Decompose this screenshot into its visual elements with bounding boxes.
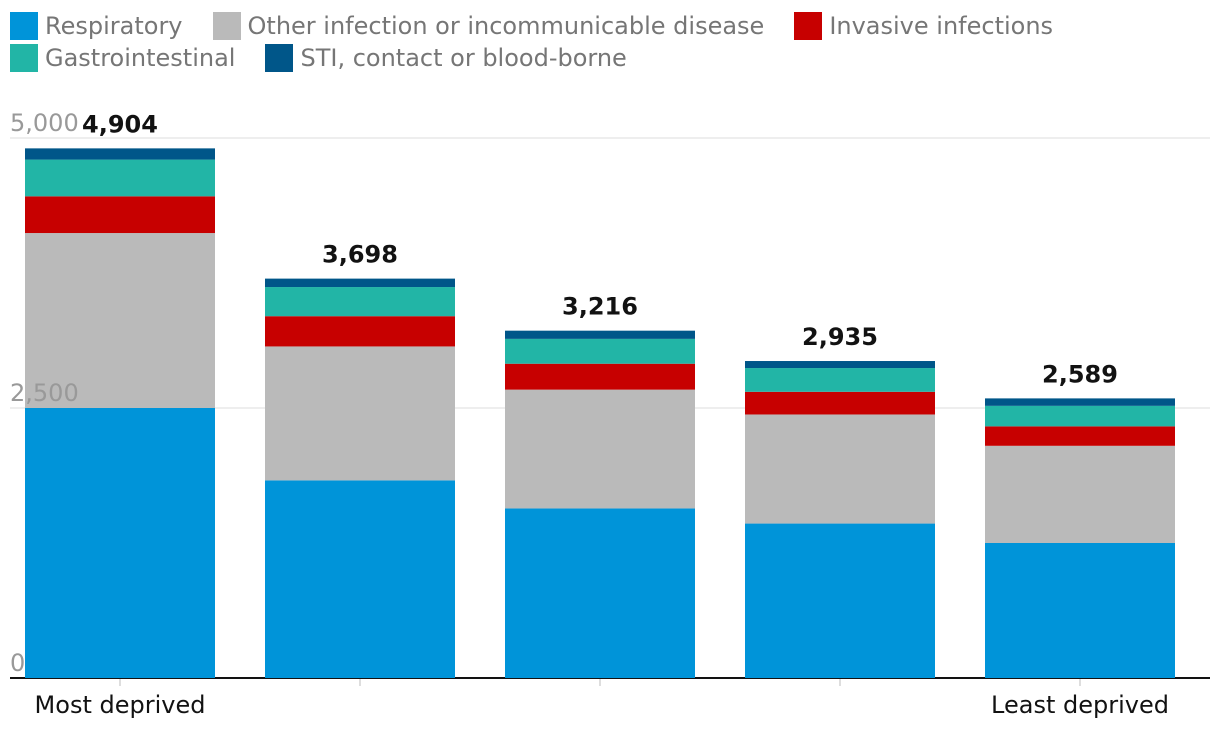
bar-5-segment-1 [985,543,1175,678]
bar-4-segment-5 [745,361,935,369]
legend-swatch-gastrointestinal [10,44,38,72]
legend: Respiratory Other infection or incommuni… [10,10,1210,74]
legend-label-sti: STI, contact or blood-borne [300,44,627,72]
bar-1-segment-4 [25,159,215,197]
bar-1-segment-3 [25,196,215,234]
legend-label-respiratory: Respiratory [45,12,183,40]
y-tick-label-2: 5,000 [10,109,79,137]
bar-2-segment-5 [265,278,455,288]
legend-label-gastrointestinal: Gastrointestinal [45,44,236,72]
legend-row-1: Respiratory Other infection or incommuni… [10,10,1210,42]
y-tick-label-0: 0 [10,649,25,677]
bar-1-segment-2 [25,233,215,408]
bar-total-label-5: 2,589 [1042,360,1118,388]
legend-item-respiratory: Respiratory [10,12,183,40]
bar-5-segment-2 [985,445,1175,543]
legend-swatch-other [212,12,241,40]
bar-4-segment-3 [745,391,935,415]
legend-item-gastrointestinal: Gastrointestinal [10,44,235,72]
bar-1-segment-1 [25,408,215,678]
legend-swatch-respiratory [10,12,38,40]
x-category-label-1: Most deprived [35,691,206,719]
bar-2-segment-1 [265,480,455,678]
bar-3-segment-4 [505,338,695,364]
bar-3-segment-5 [505,330,695,339]
legend-item-invasive: Invasive infections [794,12,1053,40]
legend-label-invasive: Invasive infections [829,12,1054,40]
bar-total-label-4: 2,935 [802,323,878,351]
bar-3-segment-2 [505,389,695,509]
bar-2-segment-4 [265,287,455,317]
bar-total-label-3: 3,216 [562,293,638,321]
legend-row-2: Gastrointestinal STI, contact or blood-b… [10,42,1210,74]
legend-item-sti: STI, contact or blood-borne [265,44,627,72]
bar-stacks [25,148,1175,678]
bar-5-segment-4 [985,405,1175,427]
legend-swatch-sti [265,44,294,72]
bar-4-segment-4 [745,368,935,392]
bar-3-segment-1 [505,508,695,678]
x-category-label-5: Least deprived [991,691,1169,719]
chart-labels: 0 2,500 5,000 4,904 Most deprived 3,698 3,216 2… [10,109,1169,719]
bar-4-segment-2 [745,414,935,524]
bar-2-segment-2 [265,346,455,481]
bar-2-segment-3 [265,316,455,347]
y-tick-label-1: 2,500 [10,379,79,407]
legend-swatch-invasive [794,12,823,40]
legend-item-other: Other infection or incommunicable diseas… [212,12,765,40]
legend-label-other: Other infection or incommunicable diseas… [247,12,765,40]
bar-5-segment-5 [985,398,1175,406]
bar-total-label-1: 4,904 [82,110,158,138]
bar-3-segment-3 [505,363,695,390]
bar-5-segment-3 [985,426,1175,446]
bar-1-segment-5 [25,148,215,160]
bar-total-label-2: 3,698 [322,241,398,269]
bar-4-segment-1 [745,523,935,678]
